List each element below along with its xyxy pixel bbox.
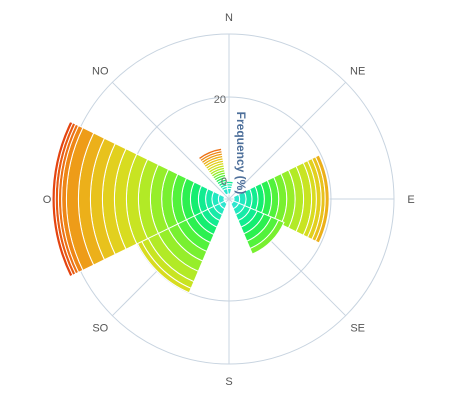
- radial-ticks: 20 0: [214, 94, 227, 188]
- direction-label-s: S: [225, 376, 232, 388]
- petal-segment: [314, 154, 330, 244]
- r-axis-title: Frequency (%): [234, 112, 248, 195]
- direction-label-no: NO: [92, 65, 109, 77]
- direction-label-so: SO: [92, 323, 108, 335]
- direction-label-se: SE: [350, 323, 365, 335]
- direction-labels: N NE E SE S SO O NO: [43, 12, 415, 388]
- direction-label-e: E: [407, 194, 414, 206]
- petal-nno: [197, 147, 229, 196]
- r-tick-label-0: 0: [221, 176, 227, 188]
- direction-label-ne: NE: [350, 65, 365, 77]
- direction-label-n: N: [225, 12, 233, 24]
- petal-segment: [249, 219, 285, 255]
- petal-segment: [51, 120, 74, 278]
- petal-e: [232, 154, 330, 244]
- direction-label-o: O: [43, 194, 52, 206]
- petals: [51, 120, 330, 294]
- petal-o: [51, 120, 226, 278]
- r-tick-label-20: 20: [214, 94, 226, 106]
- grid-spoke-no: [111, 81, 230, 200]
- grid-spoke-ne: [228, 81, 347, 200]
- petal-se: [230, 200, 285, 255]
- petal-segment: [197, 147, 223, 161]
